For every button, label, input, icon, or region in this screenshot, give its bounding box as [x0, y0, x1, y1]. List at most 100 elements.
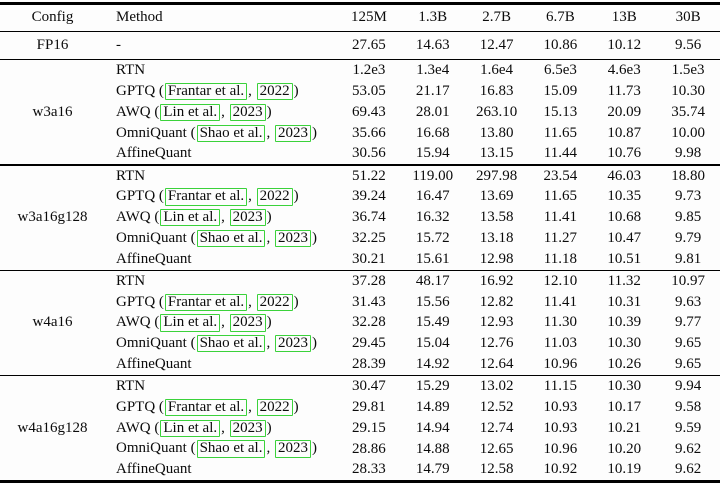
value-cell: 10.68: [607, 209, 642, 226]
value-cell: 28.86: [352, 440, 386, 457]
method-cell: OmniQuant (Shao et al., 2023): [116, 124, 317, 142]
value-cell: 10.39: [607, 314, 642, 331]
value-cell: 15.09: [543, 83, 578, 100]
table-group: w4a16 RTN 37.28 48.17 16.92 12.10 11.32 10.97 GP…: [0, 271, 720, 375]
column-header-method: Method: [116, 9, 163, 26]
value-cell: 32.25: [352, 229, 386, 246]
citation-authors-link[interactable]: Lin et al.: [160, 209, 221, 227]
value-cell: 15.29: [415, 378, 450, 395]
value-cell: 31.43: [352, 293, 386, 310]
value-cell: 18.80: [671, 167, 705, 184]
method-cell: AWQ (Lin et al., 2023): [116, 419, 272, 437]
method-cell: GPTQ (Frantar et al., 2022): [116, 398, 299, 417]
value-cell: 11.65: [543, 188, 577, 205]
table-top-rule: [0, 2, 720, 5]
citation-authors-link[interactable]: Frantar et al.: [164, 82, 248, 101]
value-cell: 11.44: [543, 145, 577, 162]
value-cell: 10.93: [543, 419, 578, 436]
method-cell: RTN: [116, 62, 146, 79]
value-cell: 1.2e3: [352, 62, 386, 79]
value-cell: 4.6e3: [607, 62, 641, 79]
citation-year-link[interactable]: 2023: [229, 314, 266, 332]
value-cell: 10.96: [543, 356, 578, 373]
group-separator-rule: [0, 374, 720, 377]
value-cell: 13.02: [479, 378, 514, 395]
value-cell: 10.87: [607, 124, 642, 141]
citation-year-link[interactable]: 2023: [274, 440, 311, 458]
value-cell: 10.35: [607, 188, 642, 205]
value-cell: 11.73: [607, 83, 641, 100]
value-cell: 10.97: [671, 272, 705, 289]
citation-authors-link[interactable]: Frantar et al.: [164, 398, 248, 417]
value-cell: 30.47: [352, 378, 386, 395]
citation-authors-link[interactable]: Lin et al.: [160, 419, 221, 437]
citation-year-link[interactable]: 2023: [274, 335, 311, 353]
method-cell: AWQ (Lin et al., 2023): [116, 314, 272, 332]
value-cell: 28.01: [415, 103, 450, 120]
citation-authors-link[interactable]: Lin et al.: [160, 314, 221, 332]
value-cell: 11.18: [543, 250, 577, 267]
value-cell: 28.33: [352, 461, 386, 478]
value-cell: 16.47: [415, 188, 450, 205]
method-cell: -: [116, 36, 121, 53]
value-cell: 9.59: [674, 419, 702, 436]
citation-authors-link[interactable]: Lin et al.: [160, 103, 221, 122]
method-cell: AffineQuant: [116, 356, 192, 373]
value-cell: 1.6e4: [480, 62, 514, 79]
citation-year-link[interactable]: 2023: [229, 419, 266, 437]
citation-year-link[interactable]: 2022: [256, 188, 293, 206]
method-cell: AWQ (Lin et al., 2023): [116, 209, 272, 227]
value-cell: 12.47: [479, 36, 514, 53]
citation-authors-link[interactable]: Shao et al.: [196, 335, 266, 353]
citation-year-link[interactable]: 2023: [229, 209, 266, 227]
citation-year-link[interactable]: 2023: [274, 124, 311, 142]
group-separator-rule: [0, 269, 720, 271]
value-cell: 15.72: [415, 229, 450, 246]
value-cell: 23.54: [543, 167, 578, 184]
value-cell: 9.56: [674, 36, 702, 53]
value-cell: 28.39: [352, 356, 386, 373]
method-cell: AffineQuant: [116, 250, 192, 267]
citation-authors-link[interactable]: Shao et al.: [196, 124, 266, 142]
value-cell: 11.41: [543, 293, 577, 310]
method-cell: OmniQuant (Shao et al., 2023): [116, 335, 317, 353]
value-cell: 9.62: [674, 440, 702, 457]
value-cell: 9.65: [674, 356, 702, 373]
value-cell: 10.47: [607, 229, 642, 246]
value-cell: 15.61: [415, 250, 450, 267]
value-cell: 12.76: [479, 335, 514, 352]
citation-authors-link[interactable]: Shao et al.: [196, 440, 266, 458]
value-cell: 27.65: [352, 36, 386, 53]
value-cell: 9.94: [674, 378, 702, 395]
value-cell: 14.88: [415, 440, 450, 457]
citation-year-link[interactable]: 2023: [229, 103, 266, 122]
citation-authors-link[interactable]: Frantar et al.: [164, 188, 248, 206]
value-cell: 10.30: [671, 83, 705, 100]
value-cell: 10.19: [607, 461, 642, 478]
column-header-config: Config: [31, 9, 74, 26]
config-cell: w4a16: [32, 314, 73, 331]
value-cell: 12.82: [479, 293, 514, 310]
config-cell: w4a16g128: [17, 419, 88, 436]
citation-authors-link[interactable]: Shao et al.: [196, 229, 266, 248]
value-cell: 15.56: [415, 293, 450, 310]
citation-authors-link[interactable]: Frantar et al.: [164, 293, 248, 311]
value-cell: 1.5e3: [671, 62, 705, 79]
value-cell: 13.80: [479, 124, 514, 141]
value-cell: 9.85: [674, 209, 702, 226]
citation-year-link[interactable]: 2022: [256, 82, 293, 101]
value-cell: 39.24: [352, 188, 386, 205]
value-cell: 21.17: [415, 83, 450, 100]
value-cell: 35.74: [671, 103, 705, 120]
value-cell: 14.79: [415, 461, 450, 478]
value-cell: 10.00: [671, 124, 705, 141]
value-cell: 11.30: [543, 314, 577, 331]
citation-year-link[interactable]: 2022: [256, 293, 293, 311]
citation-year-link[interactable]: 2023: [274, 229, 311, 248]
method-cell: GPTQ (Frantar et al., 2022): [116, 293, 299, 311]
value-cell: 35.66: [352, 124, 386, 141]
value-cell: 9.63: [674, 293, 702, 310]
value-cell: 9.65: [674, 335, 702, 352]
citation-year-link[interactable]: 2022: [256, 398, 293, 417]
